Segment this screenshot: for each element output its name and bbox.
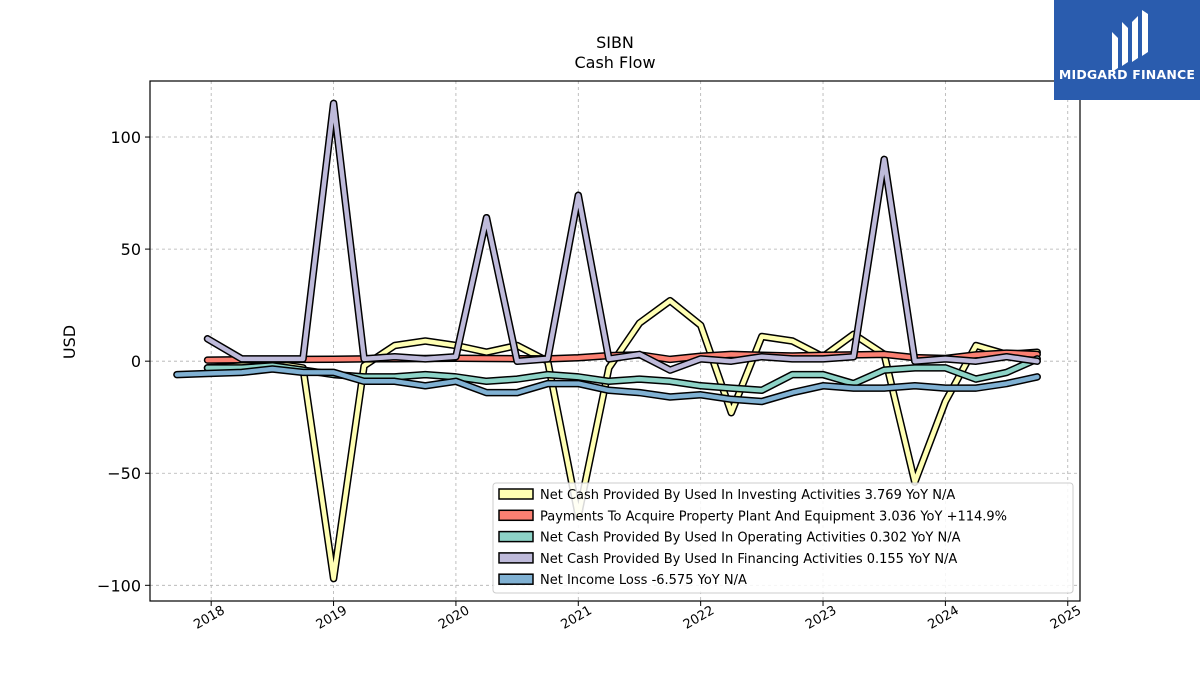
series-line bbox=[205, 101, 1040, 373]
legend-swatch bbox=[498, 573, 534, 585]
legend-box bbox=[492, 482, 1074, 594]
legend-entry: Net Cash Provided By Used In Operating A… bbox=[540, 531, 961, 546]
series-4 bbox=[173, 365, 1041, 406]
brand-logo: MIDGARD FINANCE bbox=[1054, 0, 1200, 100]
legend-entry: Net Cash Provided By Used In Financing A… bbox=[540, 552, 957, 567]
legend-entry: Net Income Loss -6.575 YoY N/A bbox=[540, 573, 747, 588]
x-tick-label: 2023 bbox=[803, 603, 839, 633]
y-tick-label: 50 bbox=[121, 240, 141, 259]
y-tick-label: −50 bbox=[107, 464, 141, 483]
series-line bbox=[205, 298, 1040, 581]
legend-entry: Net Cash Provided By Used In Investing A… bbox=[540, 488, 955, 503]
chart-title: SIBN bbox=[596, 33, 634, 52]
series-line bbox=[174, 366, 1040, 404]
legend: Net Cash Provided By Used In Investing A… bbox=[492, 482, 1074, 594]
legend-swatch bbox=[498, 552, 534, 564]
y-axis-label: USD bbox=[60, 325, 79, 359]
midgard-logo-icon bbox=[1054, 0, 1200, 100]
x-tick-label: 2025 bbox=[1048, 603, 1084, 633]
plot-frame bbox=[149, 80, 1081, 602]
y-tick-label: 0 bbox=[131, 352, 141, 371]
x-tick-label: 2022 bbox=[681, 603, 717, 633]
series-outline bbox=[203, 99, 1041, 374]
legend-swatch bbox=[498, 488, 534, 500]
x-tick-label: 2018 bbox=[191, 603, 227, 633]
series-lines bbox=[173, 99, 1041, 583]
legend-swatch bbox=[498, 509, 534, 522]
y-tick-label: −100 bbox=[97, 576, 141, 595]
x-tick-label: 2020 bbox=[436, 603, 472, 633]
brand-name: MIDGARD FINANCE bbox=[1058, 67, 1196, 82]
x-tick-label: 2019 bbox=[314, 603, 350, 633]
legend-entry: Payments To Acquire Property Plant And E… bbox=[540, 509, 1007, 524]
series-0 bbox=[203, 296, 1041, 583]
chart-subtitle: Cash Flow bbox=[574, 53, 655, 72]
y-tick-label: 100 bbox=[110, 128, 141, 147]
x-tick-label: 2024 bbox=[926, 603, 962, 633]
x-tick-label: 2021 bbox=[558, 603, 594, 633]
series-3 bbox=[203, 99, 1041, 374]
legend-swatch bbox=[498, 530, 534, 543]
